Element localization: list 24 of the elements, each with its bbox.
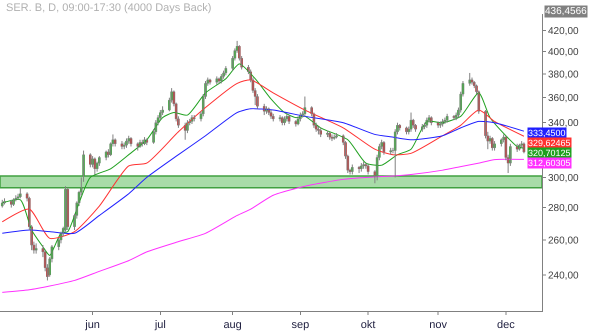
data-label: 329,62465 <box>528 138 571 148</box>
x-tick-label: sep <box>291 319 310 331</box>
y-tick-label: 280,00 <box>548 203 580 214</box>
y-tick-label: 420,00 <box>548 26 580 37</box>
candlestick <box>161 106 164 116</box>
chart-title: SER. B, D, 09:00-17:30 (4000 Days Back) <box>6 2 212 14</box>
y-tick-label: 360,00 <box>548 93 580 104</box>
x-tick-label: jul <box>154 319 166 331</box>
line-series <box>2 158 524 293</box>
y-tick-label: 300,00 <box>548 172 580 184</box>
y-tick-label: 240,00 <box>548 270 580 282</box>
data-label: 320,70125 <box>528 148 571 158</box>
data-label: 312,60305 <box>528 158 571 168</box>
y-tick-label: 340,00 <box>548 118 580 130</box>
x-tick-label: aug <box>223 319 242 331</box>
data-label: 333,4500 <box>528 128 566 138</box>
y-tick-label: 380,00 <box>548 70 580 81</box>
y-tick-label: 260,00 <box>548 235 580 246</box>
y-tick-label: 400,00 <box>548 47 580 58</box>
x-tick-label: dec <box>496 319 516 331</box>
x-tick-label: jun <box>84 319 100 331</box>
text: 436,4566 <box>545 6 588 17</box>
x-tick-label: nov <box>429 319 448 331</box>
x-tick-label: okt <box>360 319 376 331</box>
